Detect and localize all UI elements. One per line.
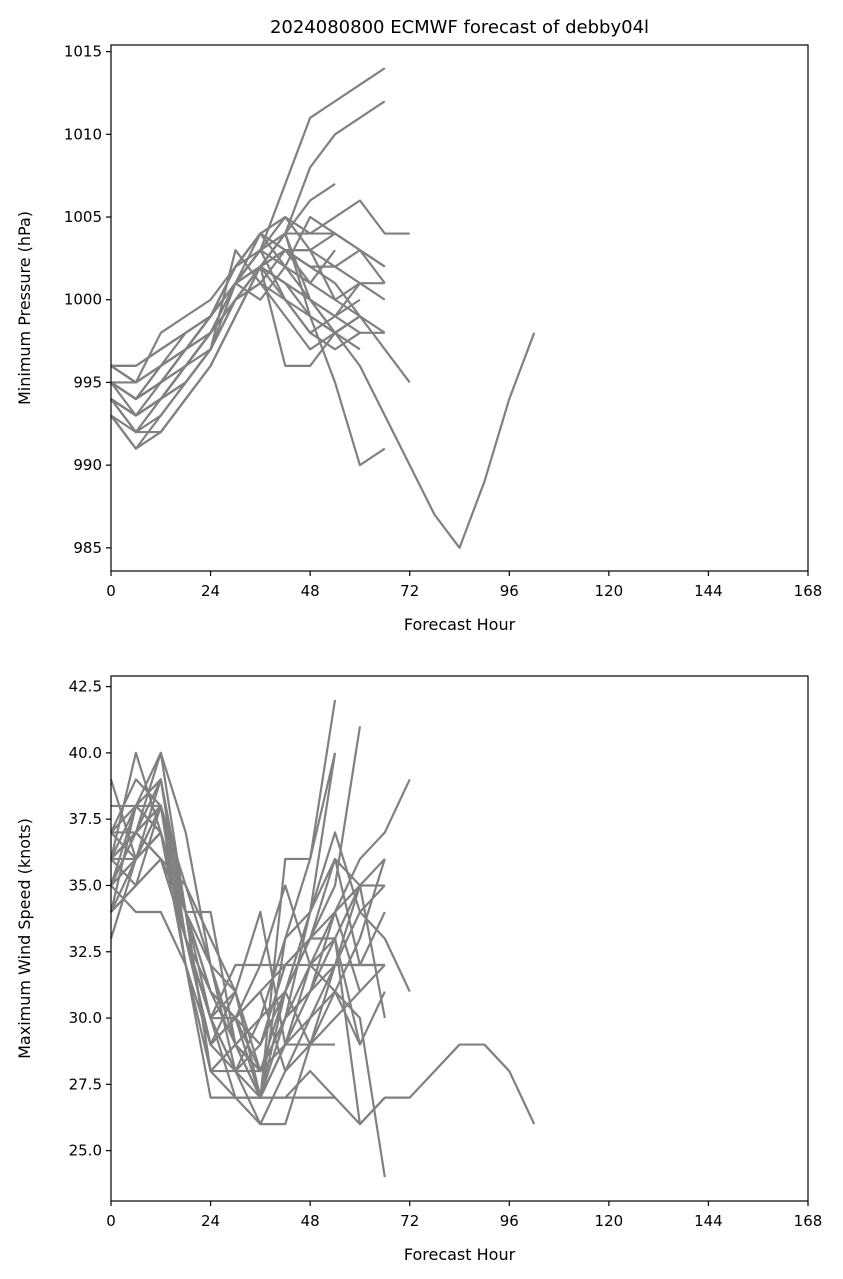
wind-series-m11	[110, 884, 336, 1099]
wind-y-tick-label: 37.5	[69, 810, 102, 828]
pressure-series-m25	[111, 265, 336, 367]
pressure-x-tick-label: 144	[694, 582, 723, 600]
pressure-y-tick-label: 1005	[64, 208, 102, 226]
wind-plot-frame	[110, 675, 809, 1202]
wind-series-m16	[111, 751, 361, 1073]
wind-x-tick-label: 0	[106, 1212, 116, 1230]
wind-x-tick-label: 144	[694, 1212, 723, 1230]
wind-series-m14	[111, 804, 386, 1099]
pressure-y-tick-label: 1010	[64, 125, 102, 143]
pressure-chart: 0 24 48 72 96 120 144 168 985 990 995 1000 1005 1010 1…	[15, 17, 822, 634]
wind-y-tick-label: 35.0	[69, 876, 102, 894]
pressure-x-tick-label: 168	[794, 582, 823, 600]
pressure-y-tick-label: 1015	[64, 43, 102, 61]
wind-speed-chart: 0 24 48 72 96 120 144 168 25.0 27.5 30.0 32.5 35.0 37…	[15, 675, 823, 1264]
wind-x-tick-label: 48	[301, 1212, 320, 1230]
wind-y-tick-label: 25.0	[69, 1142, 102, 1160]
pressure-plot-frame	[110, 44, 809, 572]
wind-x-tick-label: 168	[794, 1212, 823, 1230]
wind-series-m22	[110, 752, 337, 1099]
wind-y-tick-label: 27.5	[69, 1075, 102, 1093]
pressure-x-tick-label: 0	[106, 582, 116, 600]
wind-y-tick-label: 40.0	[69, 744, 102, 762]
wind-x-tick-label: 120	[595, 1212, 624, 1230]
wind-y-axis-label: Maximum Wind Speed (knots)	[15, 818, 34, 1059]
pressure-x-axis-label: Forecast Hour	[404, 615, 516, 634]
wind-y-tick-label: 32.5	[69, 943, 102, 961]
pressure-x-tick-label: 24	[201, 582, 220, 600]
wind-x-tick-label: 96	[500, 1212, 519, 1230]
wind-series-m12	[110, 804, 386, 1099]
wind-y-tick-label: 30.0	[69, 1009, 102, 1027]
pressure-y-tick-label: 995	[73, 373, 102, 391]
wind-x-axis-label: Forecast Hour	[404, 1245, 516, 1264]
pressure-series-m24	[110, 232, 336, 401]
pressure-y-axis-label: Minimum Pressure (hPa)	[15, 211, 34, 405]
pressure-y-tick-label: 1000	[64, 291, 102, 309]
wind-y-tick-label: 42.5	[69, 678, 102, 696]
pressure-chart-title: 2024080800 ECMWF forecast of debby04l	[270, 17, 649, 38]
pressure-y-tick-label: 985	[73, 539, 102, 557]
pressure-x-tick-label: 48	[301, 582, 320, 600]
wind-x-tick-label: 24	[201, 1212, 220, 1230]
pressure-y-tick-label: 990	[73, 456, 102, 474]
wind-series-m24	[110, 804, 386, 1099]
pressure-series-group	[110, 67, 536, 549]
wind-series-group	[109, 699, 536, 1178]
pressure-x-tick-label: 72	[400, 582, 419, 600]
pressure-x-tick-label: 96	[500, 582, 519, 600]
pressure-x-tick-label: 120	[595, 582, 624, 600]
wind-x-tick-label: 72	[400, 1212, 419, 1230]
